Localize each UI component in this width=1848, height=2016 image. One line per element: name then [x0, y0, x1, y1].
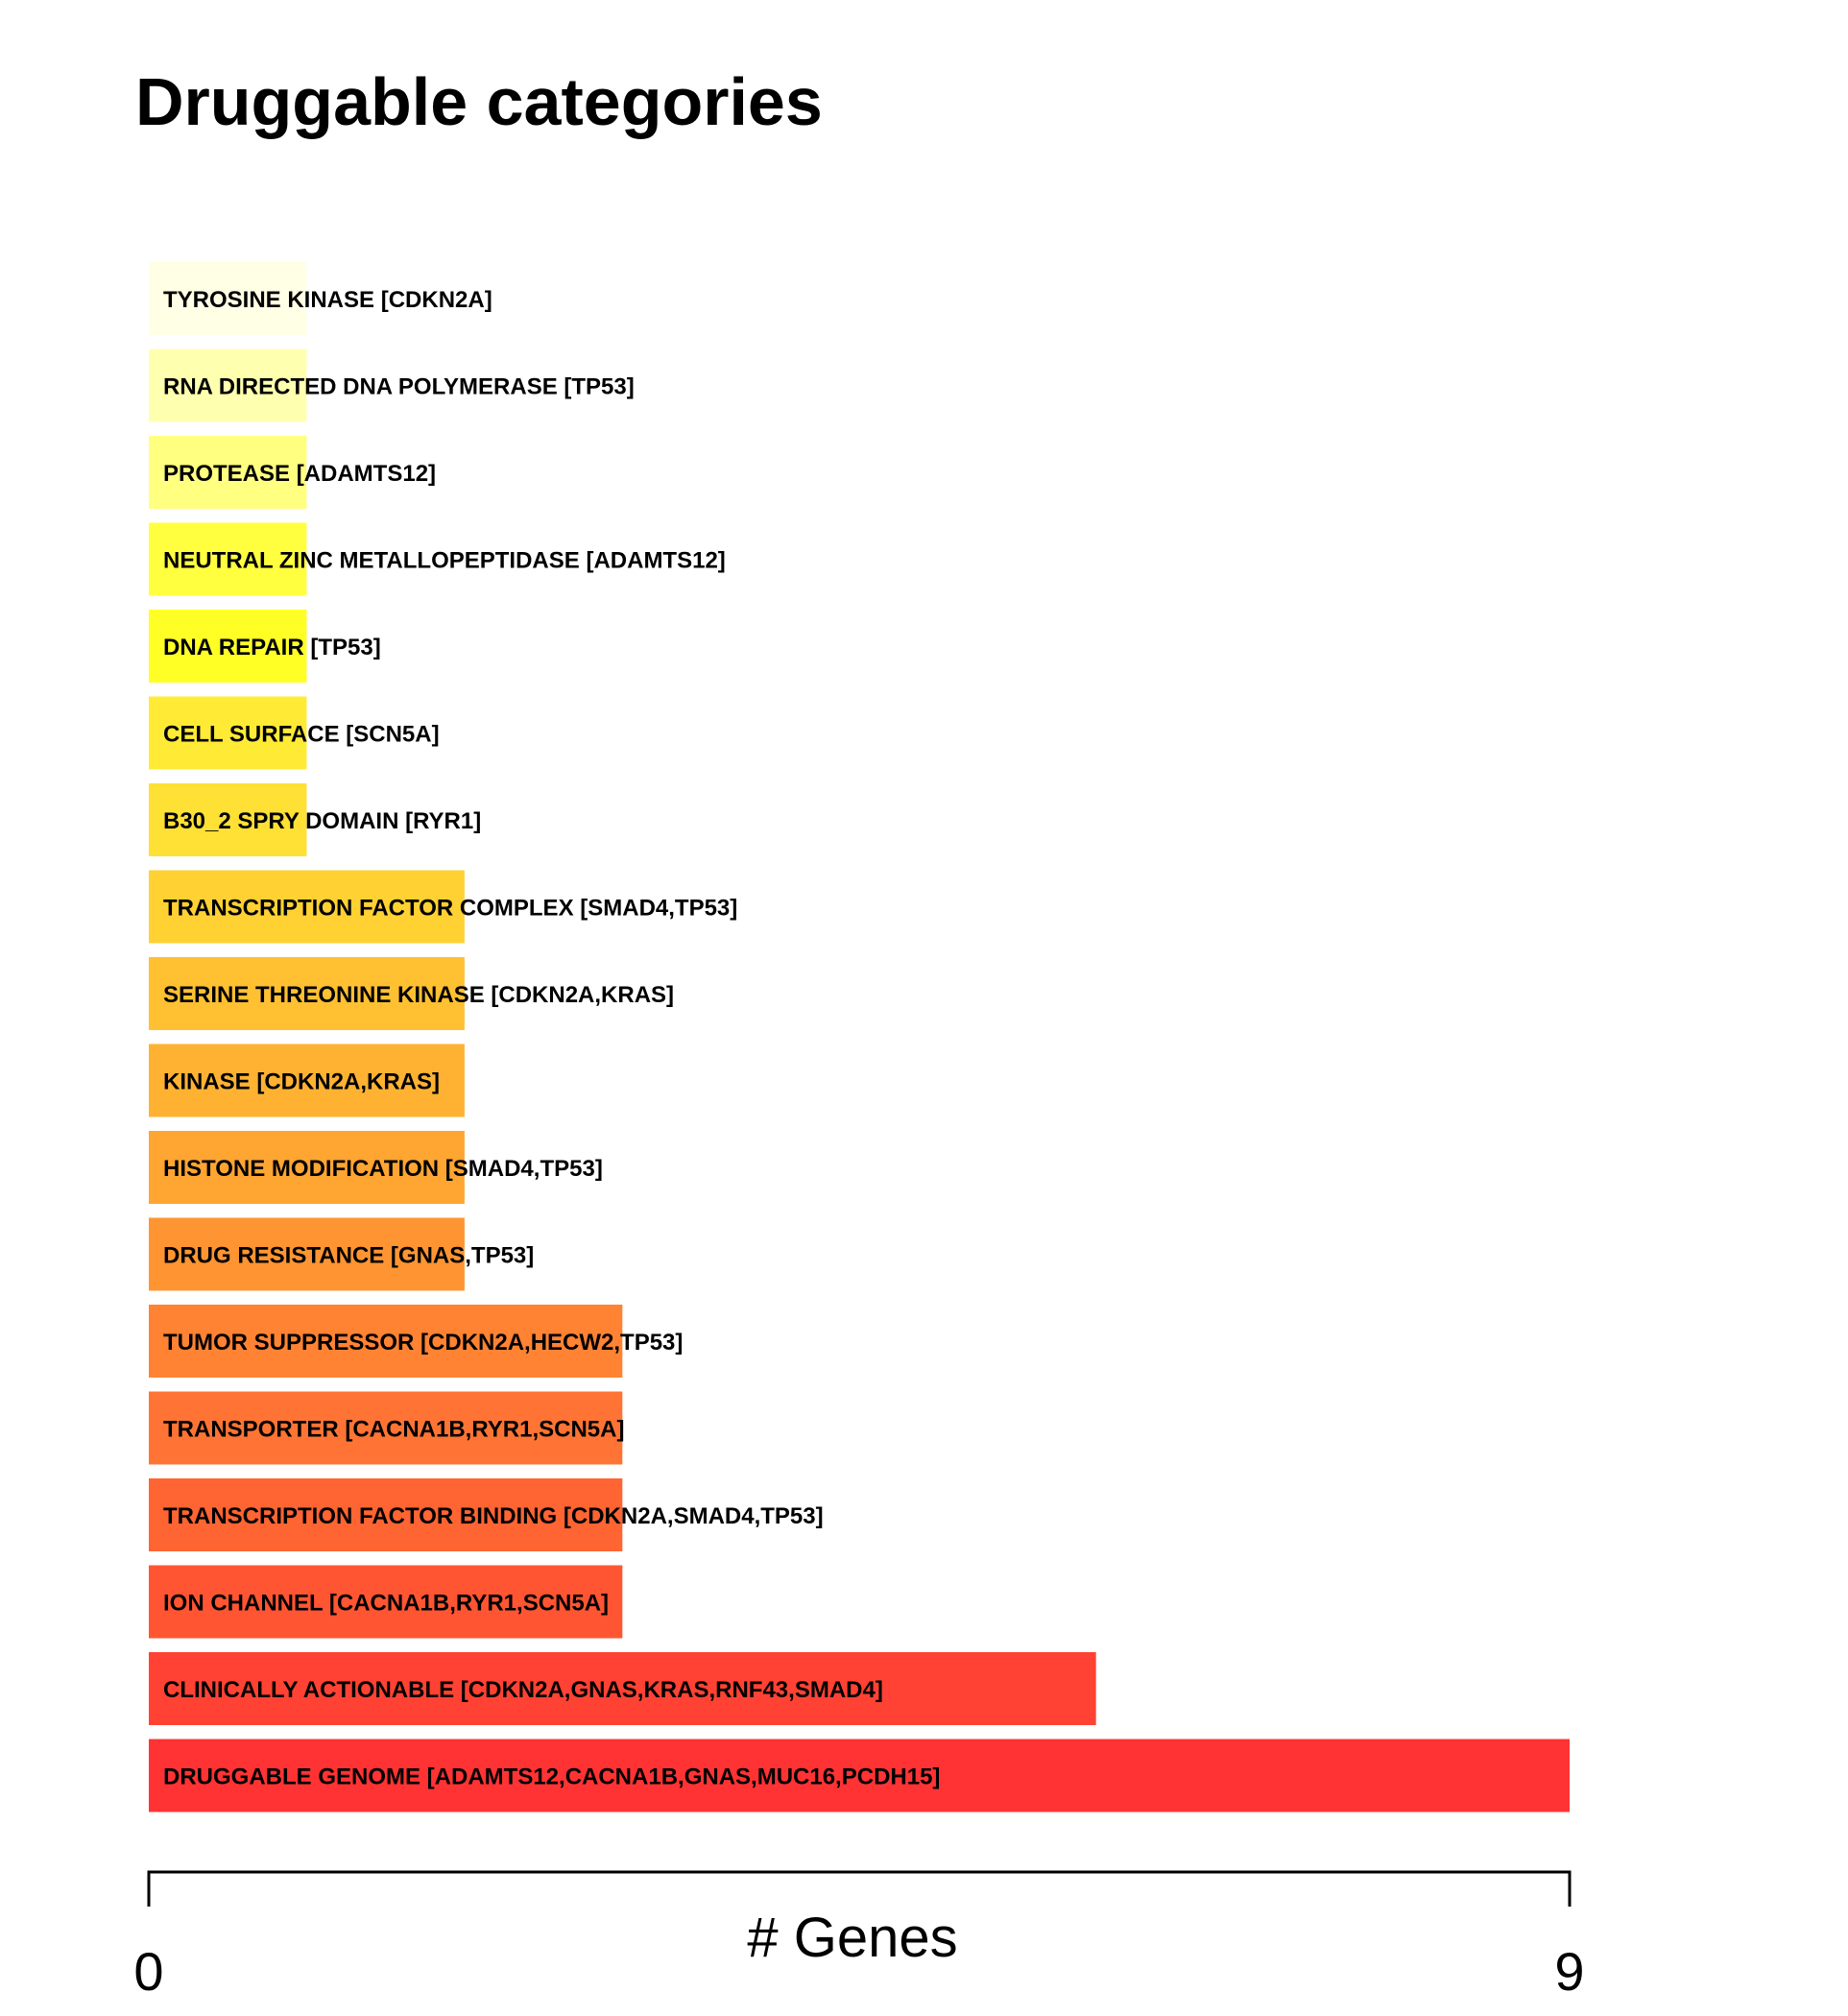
bar-7 [149, 870, 465, 944]
bar-8 [149, 957, 465, 1030]
bar-label-7: TRANSCRIPTION FACTOR COMPLEX [SMAD4,TP53… [163, 896, 737, 922]
bar-11 [149, 1217, 465, 1291]
bar-17 [149, 1739, 1570, 1812]
x-axis-label: # Genes [747, 1907, 957, 1969]
bar-label-1: RNA DIRECTED DNA POLYMERASE [TP53] [163, 374, 635, 400]
x-tick-label-max: 9 [1554, 1941, 1584, 2002]
x-axis-line [147, 1870, 1572, 1907]
bar-label-16: CLINICALLY ACTIONABLE [CDKN2A,GNAS,KRAS,… [163, 1677, 883, 1703]
bar-label-6: B30_2 SPRY DOMAIN [RYR1] [163, 808, 481, 834]
bar-14 [149, 1478, 623, 1551]
bar-label-4: DNA REPAIR [TP53] [163, 635, 381, 660]
bar-label-17: DRUGGABLE GENOME [ADAMTS12,CACNA1B,GNAS,… [163, 1764, 940, 1790]
bar-label-8: SERINE THREONINE KINASE [CDKN2A,KRAS] [163, 982, 674, 1008]
bar-4 [149, 610, 307, 683]
bar-label-14: TRANSCRIPTION FACTOR BINDING [CDKN2A,SMA… [163, 1503, 824, 1529]
bar-3 [149, 522, 307, 596]
bar-label-3: NEUTRAL ZINC METALLOPEPTIDASE [ADAMTS12] [163, 548, 726, 574]
bar-label-0: TYROSINE KINASE [CDKN2A] [163, 287, 492, 313]
x-tick-label-min: 0 [133, 1941, 163, 2002]
bar-label-13: TRANSPORTER [CACNA1B,RYR1,SCN5A] [163, 1417, 624, 1443]
bar-label-15: ION CHANNEL [CACNA1B,RYR1,SCN5A] [163, 1591, 609, 1617]
bar-label-2: PROTEASE [ADAMTS12] [163, 461, 436, 487]
bar-label-12: TUMOR SUPPRESSOR [CDKN2A,HECW2,TP53] [163, 1330, 683, 1356]
bar-16 [149, 1652, 1096, 1725]
bars-layer: TYROSINE KINASE [CDKN2A] RNA DIRECTED DNA… [149, 262, 1570, 1812]
bar-0 [149, 262, 307, 335]
bar-label-11: DRUG RESISTANCE [GNAS,TP53] [163, 1243, 534, 1269]
bar-label-5: CELL SURFACE [SCN5A] [163, 722, 440, 748]
bar-13 [149, 1391, 623, 1465]
bar-9 [149, 1044, 465, 1117]
x-axis: # Genes 0 9 [133, 1870, 1585, 2002]
bar-label-9: KINASE [CDKN2A,KRAS] [163, 1069, 440, 1095]
bar-2 [149, 436, 307, 509]
chart-title: Druggable categories [135, 64, 823, 139]
bar-label-10: HISTONE MODIFICATION [SMAD4,TP53] [163, 1156, 603, 1182]
bar-6 [149, 783, 307, 856]
bar-1 [149, 348, 307, 422]
bar-5 [149, 696, 307, 770]
bar-10 [149, 1131, 465, 1204]
bar-12 [149, 1305, 623, 1378]
bar-15 [149, 1565, 623, 1639]
